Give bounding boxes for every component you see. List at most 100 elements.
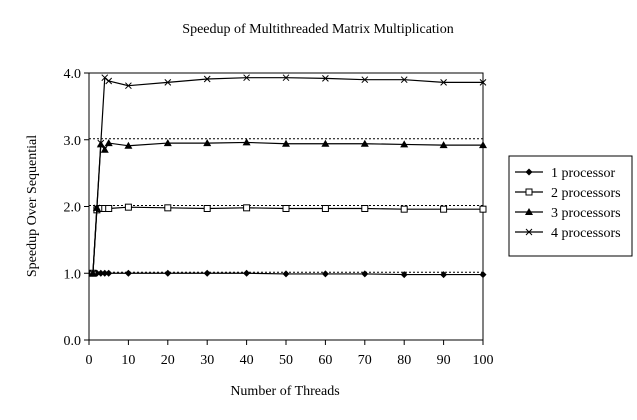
- series-1: [89, 269, 487, 279]
- data-point-stroke: [125, 82, 132, 90]
- data-point-stroke: [203, 75, 211, 83]
- data-point-stroke: [89, 269, 97, 277]
- data-point: [105, 77, 113, 85]
- legend-item: 3 processors: [515, 206, 621, 221]
- data-point: [243, 269, 251, 277]
- data-point: [203, 75, 211, 83]
- data-point: [89, 269, 97, 277]
- legend-item: 4 processors: [515, 226, 621, 241]
- data-point: [242, 138, 251, 146]
- data-point: [440, 78, 447, 86]
- data-point: [321, 270, 329, 278]
- x-tick-label: 0: [86, 353, 93, 368]
- data-point-stroke: [361, 76, 369, 84]
- data-point-stroke: [322, 74, 329, 82]
- plot-area: 0.0 1.0 2.0 3.0 4.0 0 10 20 30 40 50 60 70 80 90 100: [64, 67, 494, 368]
- data-point: [164, 204, 172, 212]
- legend-label: 2 processors: [551, 186, 621, 201]
- y-tick-label: 3.0: [64, 134, 82, 149]
- data-point: [282, 139, 290, 147]
- data-point: [203, 139, 212, 147]
- data-point-stroke: [400, 76, 408, 84]
- data-point: [321, 139, 330, 147]
- y-axis-label: Speedup Over Sequential: [25, 135, 40, 277]
- data-point: [525, 188, 533, 196]
- x-tick-label: 30: [200, 353, 214, 368]
- data-point: [282, 74, 290, 82]
- data-point: [203, 269, 211, 277]
- data-point-stroke: [525, 228, 533, 236]
- legend: 1 processor 2 processors 3 processors 4 pro…: [508, 155, 633, 257]
- data-point: [361, 205, 369, 213]
- data-point-stroke: [164, 78, 172, 86]
- x-tick-label: 60: [318, 353, 332, 368]
- data-point: [400, 140, 409, 148]
- data-point: [97, 269, 105, 277]
- data-point-stroke: [105, 77, 113, 85]
- data-point: [243, 74, 250, 82]
- data-point: [479, 141, 487, 149]
- data-point-stroke: [282, 74, 290, 82]
- data-point: [479, 205, 487, 213]
- data-point-stroke: [440, 78, 447, 86]
- data-point: [525, 208, 533, 215]
- legend-item: 1 processor: [515, 166, 615, 181]
- data-point-stroke: [93, 204, 101, 212]
- data-point: [440, 205, 448, 213]
- series-line: [92, 76, 483, 274]
- data-point: [243, 204, 251, 212]
- data-point: [105, 269, 113, 277]
- data-point: [105, 205, 113, 213]
- data-point: [93, 204, 101, 212]
- data-point: [321, 205, 329, 213]
- data-point: [282, 270, 290, 278]
- data-point: [361, 270, 369, 278]
- data-point: [124, 269, 132, 277]
- y-tick-label: 2.0: [64, 201, 82, 216]
- legend-label: 1 processor: [551, 166, 615, 181]
- y-tick-label: 1.0: [64, 267, 82, 282]
- data-point: [400, 76, 408, 84]
- data-point: [100, 145, 109, 153]
- data-point: [479, 78, 487, 86]
- data-point: [164, 78, 172, 86]
- data-point: [440, 271, 448, 279]
- x-tick-label: 90: [437, 353, 451, 368]
- data-point-stroke: [101, 74, 109, 82]
- series-4: [89, 74, 487, 277]
- data-point-stroke: [479, 78, 487, 86]
- data-point: [101, 269, 109, 277]
- data-point: [400, 205, 408, 213]
- data-point: [439, 141, 448, 149]
- data-point: [360, 139, 369, 147]
- legend-label: 3 processors: [551, 206, 621, 221]
- x-tick-label: 100: [473, 353, 494, 368]
- chart-title: Speedup of Multithreaded Matrix Multipli…: [182, 22, 453, 37]
- x-tick-label: 70: [358, 353, 372, 368]
- series-line: [92, 206, 483, 274]
- data-point: [282, 205, 290, 213]
- x-axis-label: Number of Threads: [230, 384, 339, 399]
- data-point-stroke: [243, 74, 250, 82]
- data-point: [322, 74, 329, 82]
- data-point: [479, 271, 487, 279]
- data-point: [124, 203, 132, 211]
- data-point: [525, 228, 533, 236]
- y-tick-label: 4.0: [64, 67, 82, 82]
- data-point: [203, 205, 211, 213]
- legend-item: 2 processors: [515, 186, 621, 201]
- data-point: [361, 76, 369, 84]
- y-tick-label: 0.0: [64, 334, 82, 349]
- legend-label: 4 processors: [551, 226, 621, 241]
- x-tick-label: 50: [279, 353, 293, 368]
- data-point: [125, 82, 132, 90]
- x-tick-label: 20: [161, 353, 175, 368]
- data-point: [124, 141, 133, 149]
- x-tick-label: 80: [397, 353, 411, 368]
- series-2: [89, 203, 487, 277]
- x-tick-label: 40: [240, 353, 254, 368]
- data-point: [163, 139, 172, 147]
- data-point: [104, 139, 113, 147]
